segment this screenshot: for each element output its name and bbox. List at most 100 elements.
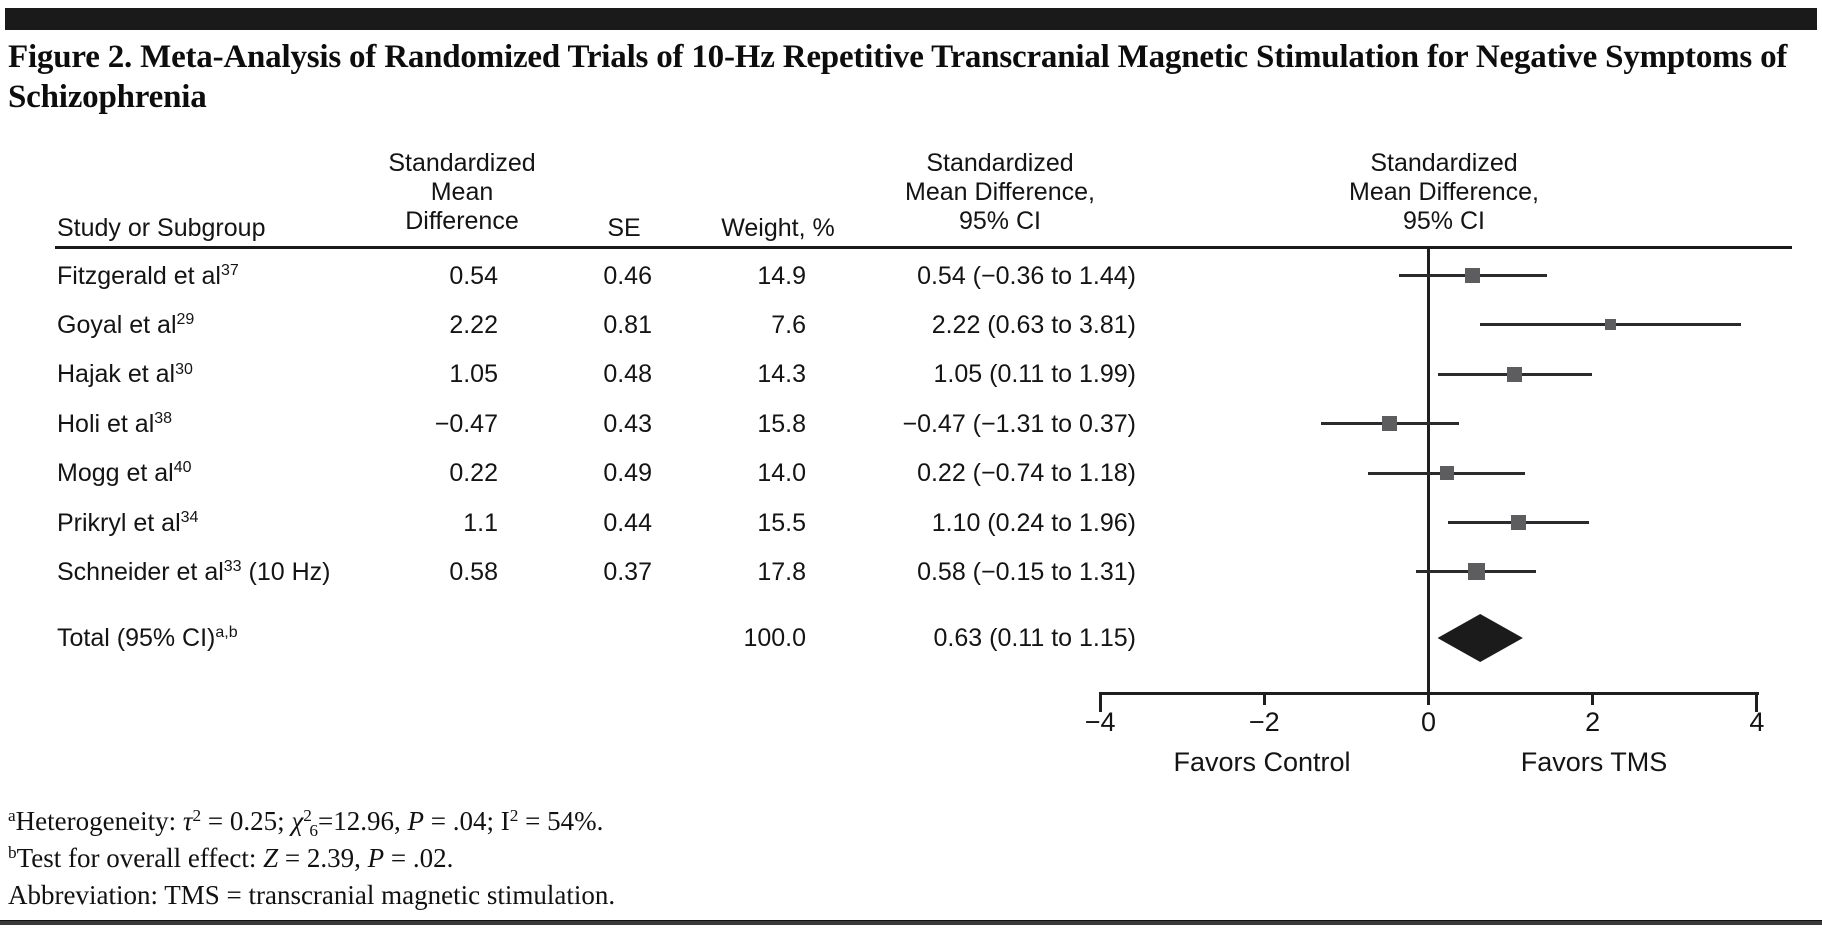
se-cell: 0.37 — [603, 557, 652, 586]
study-point-marker — [1605, 319, 1617, 331]
study-name-cell-label: Hajak et al — [57, 360, 176, 389]
se-cell: 0.49 — [603, 459, 652, 488]
study-name-cell-label: Schneider et al — [57, 557, 224, 586]
x-axis-tick-label: 2 — [1585, 707, 1601, 737]
x-axis-tick — [1755, 692, 1759, 712]
column-header-smd: Standardized Mean Difference — [388, 149, 536, 235]
ci-text-cell: 0.58 (−0.15 to 1.31) — [917, 557, 1136, 586]
se-cell: 0.46 — [603, 261, 652, 290]
ci-text-cell: −0.47 (−1.31 to 0.37) — [902, 409, 1136, 438]
study-name-cell: Schneider et al33 (10 Hz) — [57, 557, 331, 586]
study-point-marker — [1467, 563, 1485, 581]
study-name-cell: Holi et al38 — [57, 409, 173, 438]
x-axis-tick-label: −2 — [1248, 707, 1280, 737]
smd-cell: 1.1 — [463, 508, 498, 537]
se-cell: 0.48 — [603, 360, 652, 389]
total-ci-text-cell: 0.63 (0.11 to 1.15) — [933, 624, 1136, 652]
weight-cell: 7.6 — [771, 310, 806, 339]
ci-text-cell: 1.05 (0.11 to 1.99) — [933, 360, 1136, 389]
footnote-line: aHeterogeneity: τ2 = 0.25; χ26=12.96, P … — [8, 804, 1788, 840]
footnote-segment: = 0.25; — [201, 806, 292, 836]
x-axis-tick-label: −4 — [1084, 707, 1116, 737]
footnote-segment: = 54%. — [518, 806, 604, 836]
footnote-segment: = .02. — [384, 843, 454, 873]
column-header-weight: Weight, % — [721, 214, 835, 242]
study-point-marker — [1439, 466, 1454, 481]
footnote-segment: χ — [291, 806, 304, 836]
footnote-segment: =12.96, — [318, 806, 408, 836]
footnote-segment: 2 — [192, 805, 202, 825]
weight-cell: 15.5 — [757, 508, 806, 537]
footnote-line: bTest for overall effect: Z = 2.39, P = … — [8, 841, 1788, 876]
se-cell: 0.43 — [603, 409, 652, 438]
study-name-cell: Goyal et al29 — [57, 310, 195, 339]
study-name-cell: Mogg et al40 — [57, 459, 192, 488]
smd-cell: 0.58 — [449, 557, 498, 586]
study-point-marker — [1511, 515, 1527, 530]
weight-cell: 14.3 — [757, 360, 806, 389]
x-axis-tick — [1098, 692, 1102, 712]
footnotes-block: aHeterogeneity: τ2 = 0.25; χ26=12.96, P … — [8, 0, 1788, 931]
total-label-cell-label: Total (95% CI) — [57, 624, 216, 652]
ci-text-cell: 2.22 (0.63 to 3.81) — [931, 310, 1136, 339]
study-point-marker — [1507, 366, 1523, 382]
x-axis-tick-label: 0 — [1420, 707, 1437, 737]
footnote-segment: Heterogeneity: — [15, 806, 183, 836]
smd-cell: 1.05 — [449, 360, 498, 389]
footnote-segment: 6 — [309, 820, 318, 840]
x-axis-tick — [1591, 692, 1595, 705]
footnote-segment: P — [407, 806, 424, 836]
column-header-ci-text: Standardized Mean Difference, 95% CI — [905, 149, 1095, 235]
zero-line — [1427, 249, 1430, 694]
footnote-segment: Z — [263, 843, 279, 873]
study-name-cell-label: Holi et al — [57, 409, 155, 438]
study-point-marker — [1382, 416, 1398, 432]
footnote-segment: Abbreviation: TMS = transcranial magneti… — [8, 880, 616, 910]
top-rule-bar — [5, 8, 1817, 30]
smd-cell: 0.54 — [449, 261, 498, 290]
footnote-segment: τ — [182, 806, 193, 836]
footnote-segment: 2 — [303, 805, 312, 825]
column-header-study: Study or Subgroup — [57, 214, 266, 242]
footnote-segment: = .04; I — [423, 806, 510, 836]
ci-text-cell: 0.54 (−0.36 to 1.44) — [917, 261, 1136, 290]
total-label-cell: Total (95% CI)a,b — [57, 624, 238, 652]
footnote-segment: = 2.39, — [278, 843, 368, 873]
study-name-cell-label: Fitzgerald et al — [57, 261, 221, 290]
footnote-segment: a — [8, 805, 16, 825]
ci-text-cell: 1.10 (0.24 to 1.96) — [931, 508, 1136, 537]
footnote-segment: b — [8, 842, 17, 862]
bottom-rule — [0, 920, 1822, 925]
column-header-ci-plot: Standardized Mean Difference, 95% CI — [1349, 149, 1539, 235]
study-name-cell-label: Goyal et al — [57, 310, 177, 339]
se-cell: 0.44 — [603, 508, 652, 537]
smd-cell: −0.47 — [434, 409, 498, 438]
figure-title: Figure 2. Meta-Analysis of Randomized Tr… — [8, 39, 1788, 116]
footnote-segment: P — [367, 843, 385, 873]
favors-tms-label: Favors TMS — [1520, 747, 1668, 777]
weight-cell: 14.9 — [757, 261, 806, 290]
study-name-cell-label: Mogg et al — [57, 459, 174, 488]
ci-text-cell: 0.22 (−0.74 to 1.18) — [917, 459, 1136, 488]
footnote-line: Abbreviation: TMS = transcranial magneti… — [8, 878, 1788, 913]
column-header-se: SE — [607, 214, 641, 242]
study-point-marker — [1465, 268, 1481, 283]
weight-cell: 17.8 — [757, 557, 806, 586]
study-name-cell: Hajak et al30 — [57, 360, 193, 389]
study-name-cell: Fitzgerald et al37 — [57, 261, 239, 290]
x-axis-tick — [1262, 692, 1266, 705]
smd-cell: 0.22 — [449, 459, 498, 488]
footnote-segment: Test for overall effect: — [16, 843, 264, 873]
weight-cell: 15.8 — [757, 409, 806, 438]
smd-cell: 2.22 — [449, 310, 498, 339]
se-cell: 0.81 — [603, 310, 652, 339]
x-axis-tick — [1427, 692, 1430, 705]
favors-control-label: Favors Control — [1173, 747, 1351, 777]
total-weight-cell: 100.0 — [743, 624, 806, 652]
x-axis-tick-label: 4 — [1749, 707, 1765, 737]
footnote-segment: 2 — [509, 805, 519, 825]
weight-cell: 14.0 — [757, 459, 806, 488]
